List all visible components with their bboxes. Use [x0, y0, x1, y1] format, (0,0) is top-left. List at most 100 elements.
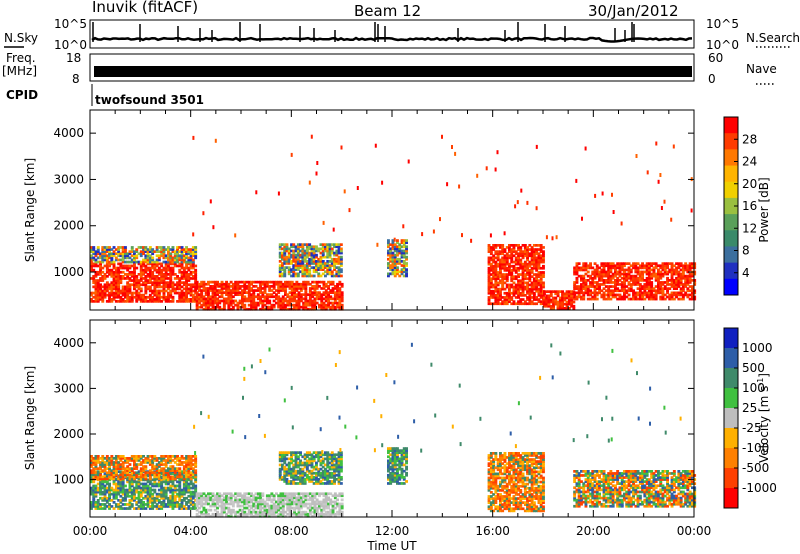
- data-cell: [607, 268, 611, 272]
- data-cell: [142, 488, 145, 492]
- data-cell: [328, 251, 332, 255]
- data-cell: [92, 246, 96, 249]
- data-cell: [119, 465, 123, 468]
- data-cell: [167, 293, 170, 297]
- data-cell: [133, 496, 136, 500]
- data-cell: [305, 262, 309, 265]
- data-cell: [117, 457, 121, 460]
- data-cell: [322, 287, 326, 290]
- data-cell: [126, 459, 130, 462]
- data-cell: [542, 258, 545, 262]
- data-cell: [146, 254, 150, 258]
- data-cell: [272, 303, 276, 307]
- data-cell: [499, 258, 502, 262]
- data-cell: [659, 264, 663, 268]
- data-cell: [645, 266, 649, 270]
- data-cell: [234, 287, 238, 290]
- data-cell: [229, 508, 233, 512]
- data-cell: [108, 496, 111, 500]
- data-cell: [526, 273, 529, 276]
- data-cell: [121, 300, 125, 303]
- data-cell: [487, 287, 491, 291]
- data-cell: [261, 287, 265, 290]
- data-cell: [303, 255, 307, 259]
- data-cell: [176, 501, 179, 504]
- data-cell: [668, 283, 672, 286]
- data-cell: [101, 465, 105, 468]
- data-cell: [293, 287, 296, 290]
- data-cell: [133, 455, 136, 458]
- data-cell: [305, 247, 309, 251]
- data-cell: [589, 262, 592, 265]
- data-cell: [327, 280, 330, 284]
- data-cell: [227, 307, 231, 311]
- data-cell: [272, 291, 276, 294]
- data-cell: [539, 291, 543, 295]
- data-cell: [108, 248, 111, 251]
- data-cell: [313, 289, 317, 292]
- data-cell: [130, 455, 134, 458]
- data-cell: [195, 297, 199, 301]
- data-cell: [238, 301, 242, 305]
- data-cell: [492, 275, 496, 278]
- data-cell: [661, 295, 665, 299]
- data-cell: [200, 303, 204, 307]
- data-cell: [133, 465, 136, 468]
- data-cell: [487, 246, 491, 249]
- data-cell: [315, 301, 319, 305]
- data-cell: [142, 490, 145, 494]
- data-cell: [598, 283, 601, 286]
- data-cell: [227, 514, 231, 518]
- data-cell: [521, 298, 525, 301]
- data-cell: [329, 291, 333, 294]
- data-cell: [539, 281, 543, 285]
- data-cell: [510, 258, 514, 262]
- data-cell: [286, 307, 290, 311]
- data-cell: [539, 275, 543, 278]
- data-cell: [650, 262, 654, 265]
- data-cell: [591, 285, 595, 288]
- data-cell: [162, 295, 166, 299]
- data-cell: [146, 281, 150, 284]
- data-cell: [303, 249, 307, 253]
- data-cell: [142, 248, 145, 251]
- data-cell: [182, 266, 186, 270]
- data-cell: [641, 274, 644, 278]
- data-cell: [114, 281, 118, 284]
- data-cell: [277, 191, 280, 196]
- data-cell: [245, 492, 249, 496]
- data-cell: [643, 291, 647, 295]
- data-cell: [492, 285, 496, 289]
- data-cell: [139, 492, 143, 496]
- data-cell: [288, 280, 292, 284]
- data-cell: [142, 467, 145, 470]
- data-cell: [112, 250, 116, 253]
- data-cell: [299, 270, 302, 274]
- data-cell: [209, 285, 213, 288]
- data-cell: [299, 282, 303, 286]
- data-cell: [94, 461, 98, 464]
- data-cell: [586, 285, 590, 288]
- data-cell: [335, 262, 339, 265]
- data-cell: [200, 498, 204, 502]
- data-cell: [187, 473, 191, 477]
- data-cell: [532, 252, 536, 256]
- data-cell: [130, 471, 134, 475]
- data-cell: [324, 297, 328, 301]
- data-cell: [101, 503, 105, 506]
- data-cell: [176, 250, 179, 253]
- data-cell: [99, 270, 102, 274]
- data-cell: [103, 472, 107, 475]
- data-cell: [137, 285, 141, 289]
- data-cell: [638, 274, 642, 278]
- data-cell: [256, 504, 260, 508]
- data-cell: [167, 256, 170, 260]
- data-cell: [176, 494, 179, 498]
- data-cell: [322, 297, 326, 301]
- data-cell: [521, 279, 525, 283]
- data-cell: [285, 249, 289, 253]
- data-cell: [657, 272, 660, 276]
- data-cell: [632, 266, 635, 270]
- data-cell: [303, 272, 307, 276]
- data-cell: [218, 514, 222, 518]
